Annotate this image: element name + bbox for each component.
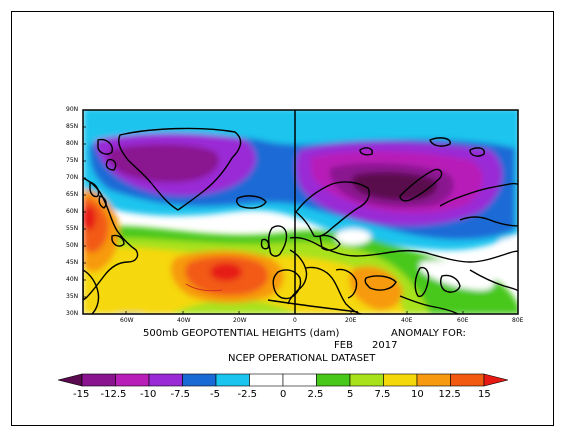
colorbar-label: 5 [347,389,354,400]
lat-label: 60N [66,208,79,215]
colorbar-label: 2.5 [307,389,324,400]
lon-label: 40E [401,317,413,324]
lon-label: 60E [457,317,469,324]
colorbar-label: -12.5 [100,389,127,400]
colorbar-label: -15 [73,389,90,400]
colorbar-label: 10 [411,389,424,400]
colorbar [57,373,509,387]
colorbar-label: 0 [280,389,287,400]
colorbar-segment [282,373,317,387]
lat-label: 55N [66,225,79,232]
coastlines [83,127,518,314]
caption-dataset: NCEP OPERATIONAL DATASET [228,353,376,364]
colorbar-segment [215,373,250,387]
caption-anomaly: ANOMALY FOR: [391,328,466,339]
lon-label: 40W [177,317,191,324]
colorbar-segment [81,373,116,387]
colorbar-segment [182,373,217,387]
colorbar-segment [316,373,351,387]
lat-label: 30N [66,310,79,317]
colorbar-right-triangle [483,373,509,387]
lat-label: 45N [66,259,79,266]
figure-frame [11,11,554,426]
lat-label: 70N [66,174,79,181]
lon-label: 80E [512,317,524,324]
colorbar-segment [115,373,150,387]
colorbar-segment [383,373,418,387]
lat-label: 85N [66,123,79,130]
colorbar-left-triangle [57,373,83,387]
lat-label: 35N [66,293,79,300]
lon-label: 20E [345,317,357,324]
colorbar-label: 12.5 [438,389,461,400]
lon-label: 60W [120,317,134,324]
colorbar-label: 7.5 [374,389,391,400]
colorbar-segment [416,373,451,387]
lat-label: 40N [66,276,79,283]
colorbar-segment [148,373,183,387]
lat-label: 80N [66,140,79,147]
anomaly-field [83,110,518,314]
lon-label: 0 [293,317,297,324]
colorbar-label: -10 [140,389,157,400]
caption-title: 500mb GEOPOTENTIAL HEIGHTS (dam) [143,328,340,339]
lat-label: 65N [66,191,79,198]
colorbar-label: -2.5 [237,389,258,400]
colorbar-segment [450,373,485,387]
lat-label: 90N [66,106,79,113]
colorbar-label: -7.5 [170,389,191,400]
lat-label: 50N [66,242,79,249]
colorbar-label: 15 [478,389,491,400]
lon-label: 20W [233,317,247,324]
lat-label: 75N [66,157,79,164]
caption-date: FEB 2017 [334,340,398,351]
colorbar-segment [349,373,384,387]
colorbar-label: -5 [210,389,220,400]
colorbar-segment [249,373,284,387]
